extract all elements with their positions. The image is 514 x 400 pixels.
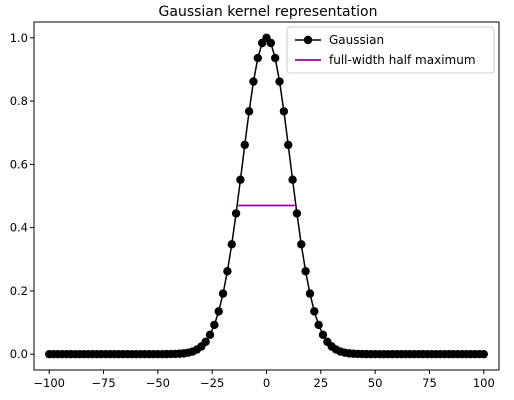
gaussian-point xyxy=(284,140,293,150)
legend: Gaussian full-width half maximum xyxy=(286,26,495,74)
plot-area: −100 −75 −50 −25 0 25 50 75 100 0.0 0.2 0.4 0.6 0.8 1.… xyxy=(10,21,500,390)
gaussian-point xyxy=(223,267,232,276)
x-tick-label: −100 xyxy=(33,376,65,390)
gaussian-point xyxy=(231,209,241,218)
gaussian-point xyxy=(297,240,306,249)
x-tick-label: 75 xyxy=(422,376,437,390)
legend-box xyxy=(286,26,495,74)
chart-title: Gaussian kernel representation xyxy=(159,4,378,20)
gaussian-point xyxy=(236,175,245,184)
x-tick-label: −75 xyxy=(91,376,115,390)
gaussian-point xyxy=(240,140,249,150)
x-tick-label: 50 xyxy=(368,376,383,390)
gaussian-point xyxy=(314,320,323,330)
gaussian-point xyxy=(244,107,254,116)
gaussian-point xyxy=(270,53,280,63)
x-tick-label: −50 xyxy=(146,376,170,390)
gaussian-point xyxy=(227,240,236,249)
gaussian-point xyxy=(305,289,315,298)
gaussian-point xyxy=(210,320,219,330)
gaussian-point xyxy=(288,175,297,184)
y-tick-label: 0.0 xyxy=(10,347,28,361)
x-tick-label: 100 xyxy=(473,376,495,390)
y-tick-label: 0.8 xyxy=(10,94,28,108)
y-tick-label: 0.4 xyxy=(10,221,28,235)
gaussian-point xyxy=(253,53,263,63)
gaussian-point xyxy=(266,38,276,48)
gaussian-point xyxy=(292,209,302,218)
x-tick-label: 25 xyxy=(314,376,329,390)
gaussian-point xyxy=(201,337,210,346)
gaussian-line xyxy=(49,36,484,355)
legend-fwhm-label: full-width half maximum xyxy=(329,53,476,67)
y-tick-label: 0.6 xyxy=(10,157,28,171)
axes-frame xyxy=(33,21,500,371)
y-tick-label: 0.2 xyxy=(10,284,28,298)
y-tick-label: 1.0 xyxy=(10,31,28,45)
gaussian-point xyxy=(218,289,228,298)
gaussian-point xyxy=(214,307,223,316)
gaussian-point xyxy=(249,77,258,86)
x-tick-label: −25 xyxy=(200,376,224,390)
gaussian-point xyxy=(279,107,289,116)
legend-gaussian-marker xyxy=(303,35,313,45)
legend-gaussian-label: Gaussian xyxy=(329,33,384,47)
gaussian-point xyxy=(310,307,319,316)
gaussian-point xyxy=(205,330,215,340)
x-tick-label: 0 xyxy=(263,376,270,390)
gaussian-point xyxy=(301,267,310,276)
gaussian-point xyxy=(318,330,328,340)
gaussian-point xyxy=(479,349,488,359)
gaussian-point xyxy=(275,77,284,86)
